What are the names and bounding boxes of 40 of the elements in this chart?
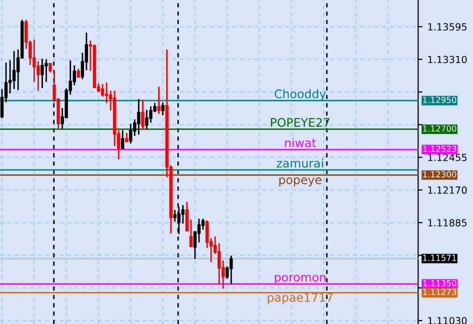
ref-line-label: zamurai	[276, 158, 323, 168]
candlestick	[104, 82, 108, 104]
text: 1.11571	[423, 254, 456, 261]
ref-line-label: poromon	[274, 274, 326, 284]
y-tick-label: 1.13595	[428, 23, 467, 31]
text: 1.11350	[423, 280, 456, 286]
candlestick	[181, 204, 185, 224]
candlestick	[161, 102, 164, 116]
y-tick-label: 1.11030	[428, 317, 467, 324]
candlestick	[40, 58, 44, 89]
candlestick	[76, 68, 80, 79]
candlestick	[189, 218, 193, 248]
y-tick-label: 1.12170	[428, 186, 467, 194]
candlestick	[157, 86, 160, 114]
text: 1.12523	[423, 146, 456, 152]
candlestick	[185, 201, 189, 232]
y-tick-label: 1.13310	[428, 56, 467, 64]
candlestick	[100, 83, 104, 98]
y-tick-label: 1.11885	[428, 219, 467, 226]
candlestick	[137, 98, 140, 136]
text: 1.12950	[423, 96, 456, 104]
candlestick	[230, 254, 233, 285]
ref-line-label: niwat	[285, 138, 316, 148]
ref-line-label: Chooddy	[274, 89, 326, 101]
y-tick-label: 1.12455	[428, 154, 467, 162]
candlestick	[141, 99, 144, 130]
candlestick	[12, 50, 16, 90]
ref-line-label: papae1717	[268, 293, 333, 304]
ref-line-label: popeye	[279, 177, 322, 186]
ref-line-label: POPEYE27	[270, 118, 330, 127]
candlestick	[145, 109, 148, 130]
candlestick	[121, 130, 124, 150]
text: 1.12700	[423, 125, 456, 132]
candlestick	[205, 220, 209, 249]
text: 1.11273	[423, 288, 456, 296]
candlestick	[129, 123, 132, 144]
candlestick	[197, 218, 201, 244]
candlestick	[201, 218, 205, 230]
text: 1.12300	[423, 171, 456, 178]
candlestick	[173, 209, 176, 222]
